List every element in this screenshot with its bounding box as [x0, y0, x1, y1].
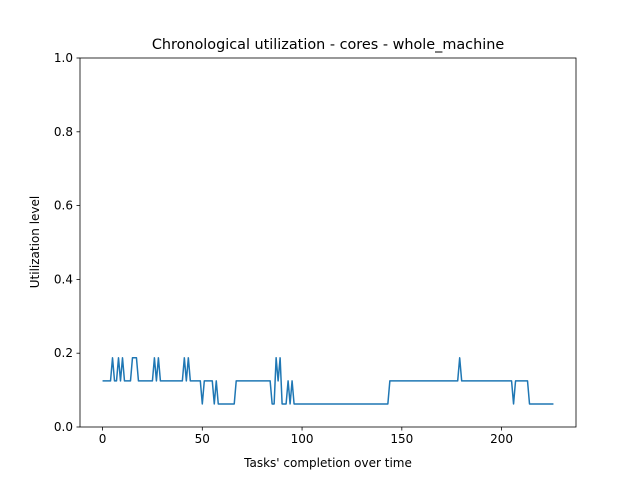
x-tick-label: 150 — [390, 432, 413, 446]
x-axis-label: Tasks' completion over time — [243, 456, 412, 470]
plot-frame — [79, 57, 577, 428]
y-tick-label: 0.8 — [54, 125, 73, 139]
x-tick-label: 100 — [291, 432, 314, 446]
y-tick-label: 0.2 — [54, 346, 73, 360]
y-tick-label: 0.0 — [54, 420, 73, 434]
chart-title: Chronological utilization - cores - whol… — [152, 37, 505, 53]
y-tick-label: 0.4 — [54, 272, 73, 286]
x-tick-label: 200 — [490, 432, 513, 446]
plot-area: 0 50 100 150 200 0.0 0.2 0.4 0.6 0.8 1.0 — [54, 51, 577, 446]
series-line-0 — [102, 357, 554, 405]
x-tick-label: 0 — [99, 432, 107, 446]
y-tick-label: 0.6 — [54, 199, 73, 213]
x-tick-label: 50 — [195, 432, 210, 446]
y-axis-label: Utilization level — [28, 196, 42, 288]
y-tick-label: 1.0 — [54, 51, 73, 65]
